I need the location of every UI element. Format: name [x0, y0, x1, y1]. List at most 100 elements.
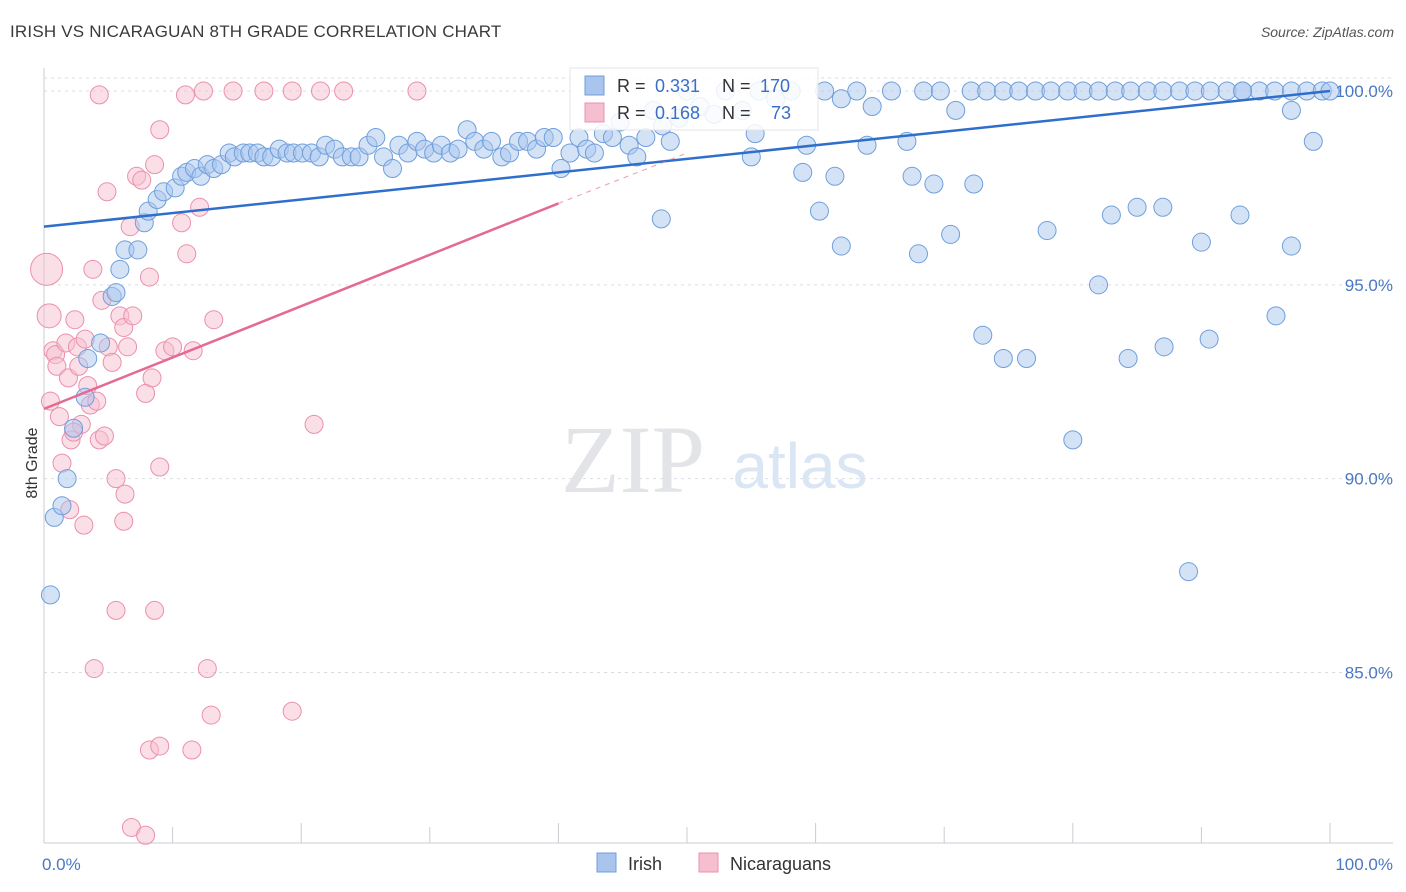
- irish-point: [1281, 100, 1301, 120]
- bottom-legend-irish-swatch: [596, 852, 617, 873]
- nica-point: [65, 310, 85, 330]
- irish-point: [941, 224, 961, 244]
- irish-point: [793, 162, 813, 182]
- irish-point: [560, 143, 580, 163]
- nica-point: [74, 515, 94, 535]
- irish-point: [1199, 329, 1219, 349]
- irish-point: [1121, 81, 1141, 101]
- nica-point: [94, 426, 114, 446]
- irish-point: [881, 81, 901, 101]
- nica-point: [132, 170, 152, 190]
- irish-trend-line: [43, 89, 1331, 228]
- nica-point: [163, 337, 183, 357]
- chart-source: Source: ZipAtlas.com: [1260, 24, 1394, 40]
- nica-point: [334, 81, 354, 101]
- nica-point: [223, 81, 243, 101]
- y-tick-label-2: 95.0%: [1345, 276, 1393, 295]
- irish-point: [383, 159, 403, 179]
- irish-point: [973, 325, 993, 345]
- irish-point: [1101, 205, 1121, 225]
- irish-point: [809, 201, 829, 221]
- y-tick-label-3: 100.0%: [1335, 82, 1393, 101]
- nica-point: [150, 736, 170, 756]
- legend-irish-swatch: [584, 75, 605, 96]
- nica-point: [89, 85, 109, 105]
- nica-point: [30, 252, 64, 286]
- irish-point: [1303, 131, 1323, 151]
- nica-point: [115, 484, 135, 504]
- nica-point: [97, 182, 117, 202]
- stats-legend: R = 0.331 N = 170 R = 0.168 N = 73: [569, 67, 819, 131]
- bottom-legend-nica-swatch: [698, 852, 719, 873]
- legend-irish-r-label: R =: [617, 76, 646, 96]
- legend-irish-n: 170: [760, 76, 790, 96]
- nica-point: [190, 197, 210, 217]
- nica-point: [182, 740, 202, 760]
- irish-point: [1089, 81, 1109, 101]
- nica-point: [145, 600, 165, 620]
- y-tick-label-0: 85.0%: [1345, 663, 1393, 682]
- nica-point: [142, 368, 162, 388]
- x-tick-max: 100.0%: [1335, 855, 1393, 874]
- bottom-legend-nica-label: Nicaraguans: [730, 854, 831, 874]
- irish-point: [1041, 81, 1061, 101]
- nica-trend-extension: [558, 152, 688, 204]
- nica-point: [114, 511, 134, 531]
- nica-point: [150, 457, 170, 477]
- irish-point: [1127, 197, 1147, 217]
- axes: [43, 68, 1393, 844]
- irish-point: [1063, 430, 1083, 450]
- x-tick-min: 0.0%: [42, 855, 81, 874]
- legend-irish-r: 0.331: [655, 76, 700, 96]
- irish-point: [64, 418, 84, 438]
- irish-point: [924, 174, 944, 194]
- nica-point: [310, 81, 330, 101]
- legend-nica-r: 0.168: [655, 103, 700, 123]
- irish-point: [964, 174, 984, 194]
- irish-points: [40, 81, 1340, 605]
- irish-point: [1154, 337, 1174, 357]
- irish-point: [1009, 81, 1029, 101]
- irish-point: [660, 131, 680, 151]
- irish-point: [862, 97, 882, 117]
- nica-point: [84, 659, 104, 679]
- nica-point: [175, 85, 195, 105]
- irish-point: [1089, 275, 1109, 295]
- nica-point: [177, 244, 197, 264]
- irish-point: [825, 166, 845, 186]
- irish-point: [482, 131, 502, 151]
- irish-point: [831, 89, 851, 109]
- irish-point: [52, 496, 72, 516]
- legend-nica-swatch: [584, 102, 605, 123]
- legend-irish-n-label: N =: [722, 76, 751, 96]
- legend-nica-n: 73: [771, 103, 791, 123]
- irish-point: [1017, 348, 1037, 368]
- nica-point: [204, 310, 224, 330]
- nica-point: [83, 259, 103, 279]
- irish-point: [106, 283, 126, 303]
- nica-point: [139, 267, 159, 287]
- nica-point: [145, 155, 165, 175]
- irish-point: [1281, 236, 1301, 256]
- irish-point: [57, 469, 77, 489]
- nica-point: [123, 306, 143, 326]
- irish-point: [1230, 205, 1250, 225]
- trend-lines: [43, 89, 1331, 411]
- y-axis-label: 8th Grade: [24, 427, 41, 498]
- nica-point: [282, 701, 302, 721]
- irish-point: [847, 81, 867, 101]
- nica-point: [118, 337, 138, 357]
- irish-point: [993, 348, 1013, 368]
- irish-point: [551, 159, 571, 179]
- nica-point: [47, 356, 67, 376]
- irish-point: [128, 240, 148, 260]
- irish-point: [1037, 221, 1057, 241]
- irish-point: [946, 100, 966, 120]
- bottom-legend-irish-label: Irish: [628, 854, 662, 874]
- nica-point: [36, 303, 62, 329]
- irish-point: [1200, 81, 1220, 101]
- legend-nica-n-label: N =: [722, 103, 751, 123]
- grid-lines: [44, 77, 1393, 673]
- irish-point: [366, 128, 386, 148]
